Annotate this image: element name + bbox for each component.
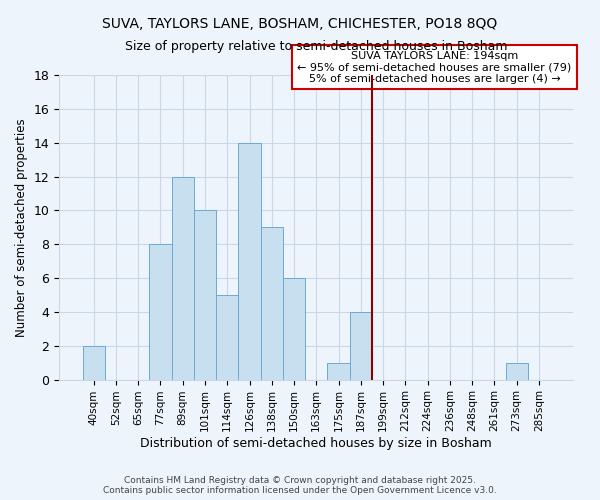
Text: SUVA TAYLORS LANE: 194sqm
← 95% of semi-detached houses are smaller (79)
5% of s: SUVA TAYLORS LANE: 194sqm ← 95% of semi-… <box>298 50 572 84</box>
Bar <box>194 210 216 380</box>
Text: Contains HM Land Registry data © Crown copyright and database right 2025.
Contai: Contains HM Land Registry data © Crown c… <box>103 476 497 495</box>
Title: Size of property relative to semi-detached houses in Bosham: Size of property relative to semi-detach… <box>125 40 508 53</box>
Bar <box>283 278 305 380</box>
Bar <box>216 295 238 380</box>
Bar <box>506 362 528 380</box>
Bar <box>83 346 105 380</box>
Bar <box>149 244 172 380</box>
Bar <box>238 142 260 380</box>
Y-axis label: Number of semi-detached properties: Number of semi-detached properties <box>15 118 28 336</box>
Bar <box>328 362 350 380</box>
X-axis label: Distribution of semi-detached houses by size in Bosham: Distribution of semi-detached houses by … <box>140 437 492 450</box>
Text: SUVA, TAYLORS LANE, BOSHAM, CHICHESTER, PO18 8QQ: SUVA, TAYLORS LANE, BOSHAM, CHICHESTER, … <box>103 18 497 32</box>
Bar <box>350 312 372 380</box>
Bar <box>260 228 283 380</box>
Bar <box>172 176 194 380</box>
